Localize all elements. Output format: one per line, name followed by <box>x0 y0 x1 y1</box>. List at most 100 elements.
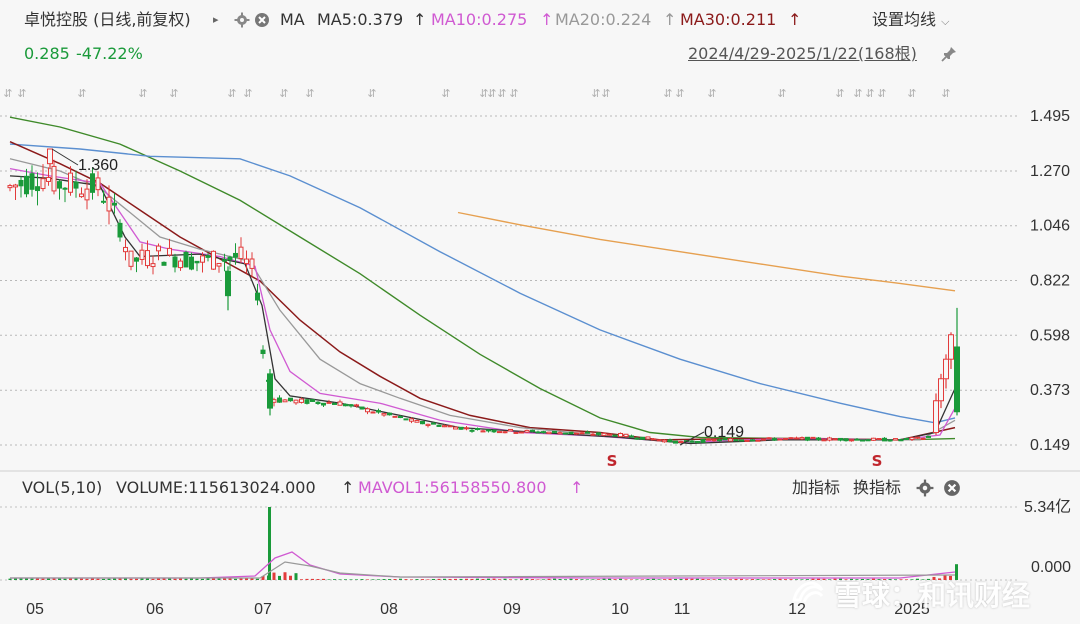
candle-body <box>634 437 640 440</box>
volume-bar <box>426 579 430 580</box>
candle-body <box>392 415 398 418</box>
candle-body <box>612 434 618 437</box>
volume-bar <box>943 574 947 580</box>
volume-bar <box>756 579 760 580</box>
candle-body <box>436 424 442 427</box>
volume-bar <box>377 579 380 580</box>
candle-body <box>51 165 57 192</box>
volume-bar <box>877 579 881 580</box>
expand-arrow-icon[interactable]: ▸ <box>213 13 219 26</box>
volume-bar <box>503 578 507 580</box>
candle-body <box>255 292 260 301</box>
volume-bar <box>294 573 298 580</box>
pin-icon[interactable] <box>940 45 958 63</box>
candle-body <box>920 437 926 440</box>
volume-bar <box>850 578 853 580</box>
candle-body <box>596 432 601 435</box>
volume-bar <box>239 578 243 580</box>
current-price: 0.285 <box>24 44 70 63</box>
settings-ma-button[interactable]: 设置均线 ⌵ <box>872 10 949 32</box>
volume-bar <box>740 578 743 580</box>
x-tick-label: 09 <box>503 601 521 618</box>
volume-bar <box>393 579 397 580</box>
watermark-text: 雪球：和讯财经 <box>834 579 1031 612</box>
close-icon[interactable] <box>943 479 961 497</box>
candle-body <box>238 246 244 260</box>
volume-bar <box>140 578 144 580</box>
volume-bar <box>184 578 188 580</box>
volume-bar <box>250 578 254 580</box>
candle-body <box>227 256 233 261</box>
candle-body <box>222 259 227 262</box>
volume-bar <box>118 578 122 580</box>
candle-body <box>315 401 321 405</box>
gear-icon[interactable] <box>234 12 250 28</box>
event-marker-icon: ⇵ <box>367 87 376 100</box>
close-icon[interactable] <box>254 12 270 28</box>
volume-bar <box>531 579 534 580</box>
volume-bar <box>151 578 155 580</box>
volume-arrow: ↑ <box>341 478 355 497</box>
candle-body <box>447 425 453 428</box>
candle-body <box>117 222 123 238</box>
candle-body <box>739 439 744 442</box>
candle-body <box>535 431 541 434</box>
volume-bar <box>459 578 463 580</box>
volume-bar <box>69 578 72 580</box>
y-tick-label: 1.270 <box>1030 163 1070 180</box>
candle-body <box>46 176 51 182</box>
gear-icon[interactable] <box>916 479 934 497</box>
event-marker-icon: ⇵ <box>279 87 288 100</box>
switch-indicator-button[interactable]: 换指标 <box>853 478 902 497</box>
volume-bar <box>316 579 320 580</box>
volume-bar <box>135 578 138 580</box>
volume-bar <box>718 579 721 580</box>
volume-bar <box>822 578 826 580</box>
chevron-down-icon: ⌵ <box>941 15 950 28</box>
candle-body <box>277 397 282 403</box>
settings-ma-label: 设置均线 <box>872 10 937 29</box>
candle-body <box>761 438 766 441</box>
candle-body <box>519 431 524 434</box>
volume-bar <box>910 579 914 580</box>
volume-bar <box>19 578 23 580</box>
event-marker-icon: ⇵ <box>138 87 147 100</box>
candle-body <box>640 436 645 440</box>
volume-bar <box>789 579 793 580</box>
event-marker-icon: ⇵ <box>835 87 844 100</box>
candle-body <box>310 399 315 402</box>
volume-bar <box>547 578 551 580</box>
candle-body <box>590 433 596 436</box>
candle-body <box>90 173 95 193</box>
candle-body <box>161 261 167 266</box>
volume-bar <box>839 578 842 580</box>
ma5-line <box>9 175 956 445</box>
candle-body <box>24 175 29 195</box>
candle-body <box>667 439 673 443</box>
volume-bar <box>751 579 754 580</box>
add-indicator-button[interactable]: 加指标 <box>792 478 841 497</box>
candle-body <box>35 186 40 192</box>
volume-bar <box>674 578 677 580</box>
volume-bar <box>817 578 820 580</box>
candle-body <box>821 439 827 442</box>
candle-body <box>772 438 777 441</box>
candle-body <box>293 399 299 404</box>
volume-bar <box>382 579 386 580</box>
volume-bar <box>773 579 776 580</box>
candle-body <box>656 439 662 442</box>
volume-bar <box>883 579 886 580</box>
volume-bar <box>448 578 452 580</box>
event-marker-icon: ⇵ <box>77 87 86 100</box>
candle-body <box>799 437 805 440</box>
volume-bar <box>63 578 67 580</box>
volume-bar <box>663 579 666 580</box>
vol-label: VOL(5,10) <box>22 478 103 497</box>
volume-bar <box>261 576 265 580</box>
date-range[interactable]: 2024/4/29-2025/1/22(168根) <box>688 44 917 63</box>
candle-body <box>530 429 535 432</box>
candle-body <box>145 250 150 267</box>
event-marker-icon: ⇵ <box>853 87 862 100</box>
candle-body <box>607 433 612 436</box>
